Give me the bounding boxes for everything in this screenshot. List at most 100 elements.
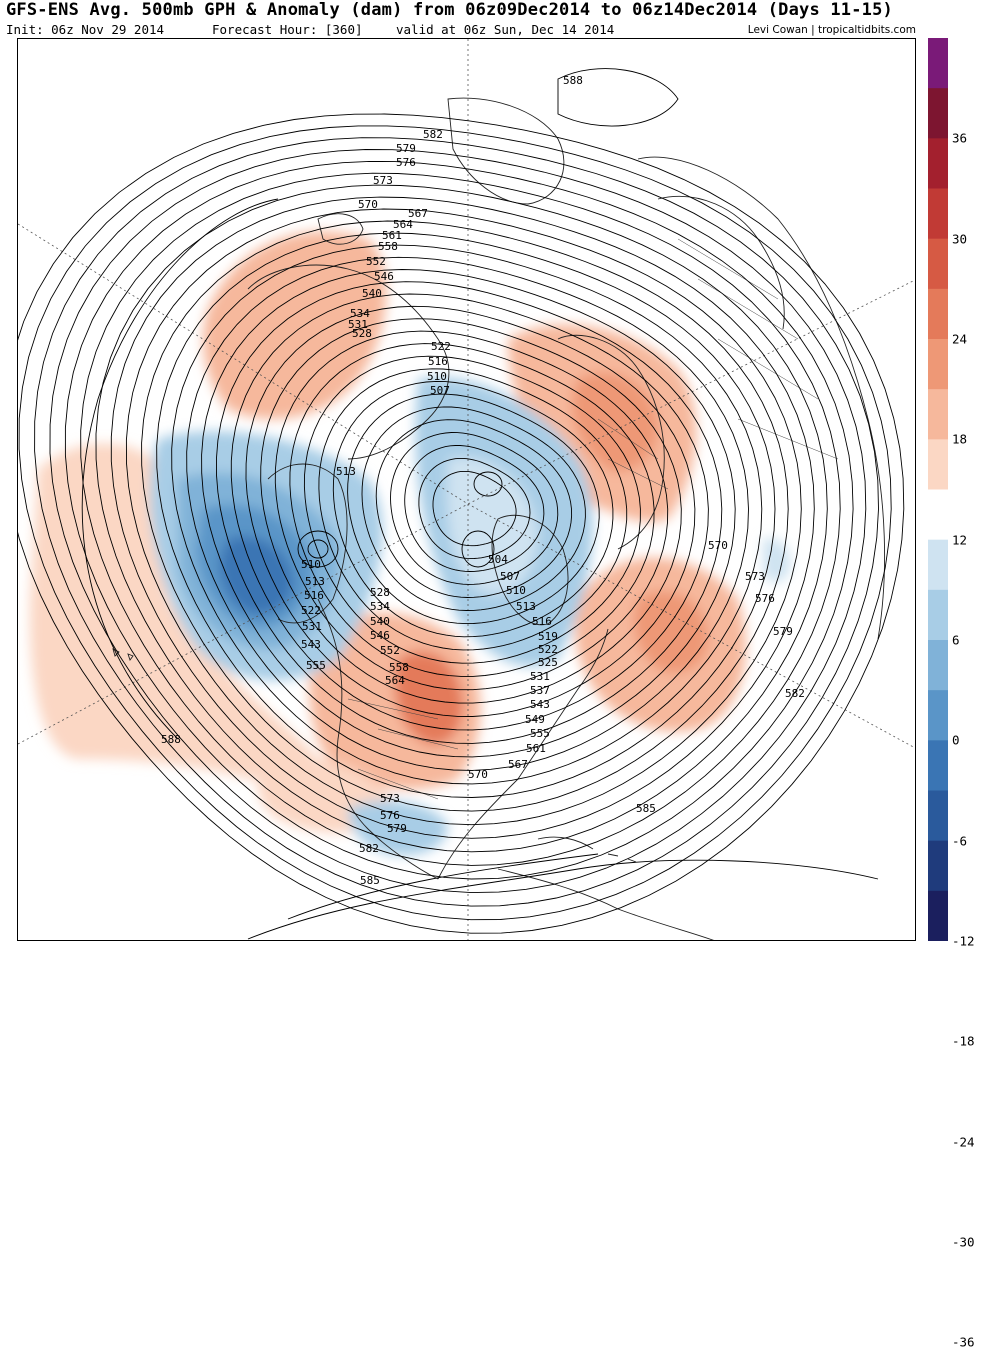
low-contour	[473, 471, 503, 497]
contour-label: 561	[382, 229, 402, 242]
colorbar-block	[928, 539, 948, 591]
height-contour-line	[318, 368, 628, 651]
colorbar-block	[928, 740, 948, 791]
coast-alaska	[267, 463, 348, 624]
contour-label: 570	[468, 768, 488, 781]
contour-label: 576	[380, 809, 400, 822]
colorbar-block	[928, 790, 948, 842]
coast-na-east	[437, 628, 609, 880]
low-contour	[297, 530, 339, 568]
coast-japan	[317, 213, 364, 245]
colorbar	[928, 38, 948, 941]
colorbar-block	[928, 890, 948, 941]
colorbar-tick-label: -18	[952, 1033, 975, 1049]
height-contour-line	[303, 355, 641, 664]
contour-label: 531	[348, 318, 368, 331]
height-contour-line	[156, 232, 776, 798]
map-panel: 588 582 579 576 573 570 567 564 561 558 552 546 540 5…	[17, 38, 916, 941]
height-contour-line	[171, 244, 763, 785]
height-contour-line	[201, 269, 736, 758]
contour-label: 558	[389, 661, 409, 674]
colorbar-tick-label: 36	[952, 130, 968, 146]
colorbar-block	[928, 339, 948, 390]
height-contour-line	[245, 305, 696, 717]
contour-label: 573	[380, 792, 400, 805]
colorbar-tick-label: -12	[952, 933, 975, 949]
contour-label: 549	[525, 713, 545, 726]
contour-label: 510	[427, 370, 447, 383]
contour-label: 564	[385, 674, 405, 687]
contour-label: 510	[301, 558, 321, 571]
height-contour-line	[332, 380, 614, 638]
chart-title: GFS-ENS Avg. 500mb GPH & Anomaly (dam) f…	[6, 0, 893, 20]
colorbar-block	[928, 38, 948, 89]
contour-label: 567	[408, 207, 428, 220]
height-contour-line	[186, 256, 749, 771]
coast-caribbean	[537, 836, 637, 863]
contour-label: 534	[350, 307, 370, 320]
contour-labels: 5885825795765735705675645615585525465405…	[161, 74, 805, 887]
colorbar-block	[928, 439, 948, 490]
height-contour-line	[80, 172, 841, 866]
coast-na-west	[317, 598, 439, 880]
colorbar-tick-label: 0	[952, 732, 960, 748]
height-contour-line	[95, 184, 828, 853]
contour-label: 588	[161, 733, 181, 746]
contour-label: 510	[506, 584, 526, 597]
contour-label: 516	[428, 355, 448, 368]
contour-label: 543	[530, 698, 550, 711]
contour-label: 516	[304, 589, 324, 602]
height-contour-line	[49, 149, 867, 894]
contour-label: 579	[396, 142, 416, 155]
height-contour-line	[125, 208, 802, 826]
contour-label: 570	[708, 539, 728, 552]
contour-label: 531	[530, 670, 550, 683]
contour-label: 552	[366, 255, 386, 268]
contour-label: 519	[538, 630, 558, 643]
contour-label: 579	[773, 625, 793, 638]
contour-label: 588	[563, 74, 583, 87]
low-contour	[307, 539, 329, 559]
coast-greenland	[491, 514, 569, 626]
contour-label: 507	[430, 384, 450, 397]
valid-time: valid at 06z Sun, Dec 14 2014	[396, 22, 615, 37]
height-contour-line	[64, 160, 854, 880]
anomaly-shading	[29, 231, 791, 856]
contour-label: 507	[500, 570, 520, 583]
negative-anomaly-arctic-core	[447, 457, 538, 595]
negative-anomaly-alaska-deep	[219, 536, 293, 615]
height-contour-line	[289, 343, 655, 677]
contour-label: 582	[785, 687, 805, 700]
colorbar-block	[928, 138, 948, 189]
colorbar-tick-label: 30	[952, 231, 968, 247]
height-contour-line	[34, 137, 879, 907]
height-contour-line	[361, 406, 586, 611]
contour-label: 582	[423, 128, 443, 141]
contour-label: 573	[373, 174, 393, 187]
contour-label: 513	[516, 600, 536, 613]
height-contour-line	[390, 432, 559, 585]
contour-label: 546	[374, 270, 394, 283]
contour-label: 564	[393, 218, 413, 231]
low-contour	[461, 530, 495, 568]
height-contour-line	[404, 445, 545, 572]
contour-label: 546	[370, 629, 390, 642]
height-contour-line	[110, 196, 815, 839]
contour-label: 525	[538, 656, 558, 669]
init-time: Init: 06z Nov 29 2014	[6, 22, 165, 37]
height-contour-line	[216, 281, 723, 744]
colorbar-tick-label: 18	[952, 431, 968, 447]
height-contour-line	[418, 457, 531, 560]
colorbar-block	[928, 489, 948, 541]
height-contour-line	[347, 393, 600, 625]
height-contour-line	[18, 125, 892, 921]
contour-label: 555	[530, 727, 550, 740]
colorbar-tick-label: -30	[952, 1234, 975, 1250]
height-contour-line	[274, 330, 669, 691]
negative-anomaly-east-atlantic	[763, 538, 791, 583]
coast-europe	[557, 334, 665, 550]
contour-label: 528	[352, 327, 372, 340]
contour-label: 573	[745, 570, 765, 583]
contour-label: 582	[359, 842, 379, 855]
colorbar-block	[928, 238, 948, 290]
